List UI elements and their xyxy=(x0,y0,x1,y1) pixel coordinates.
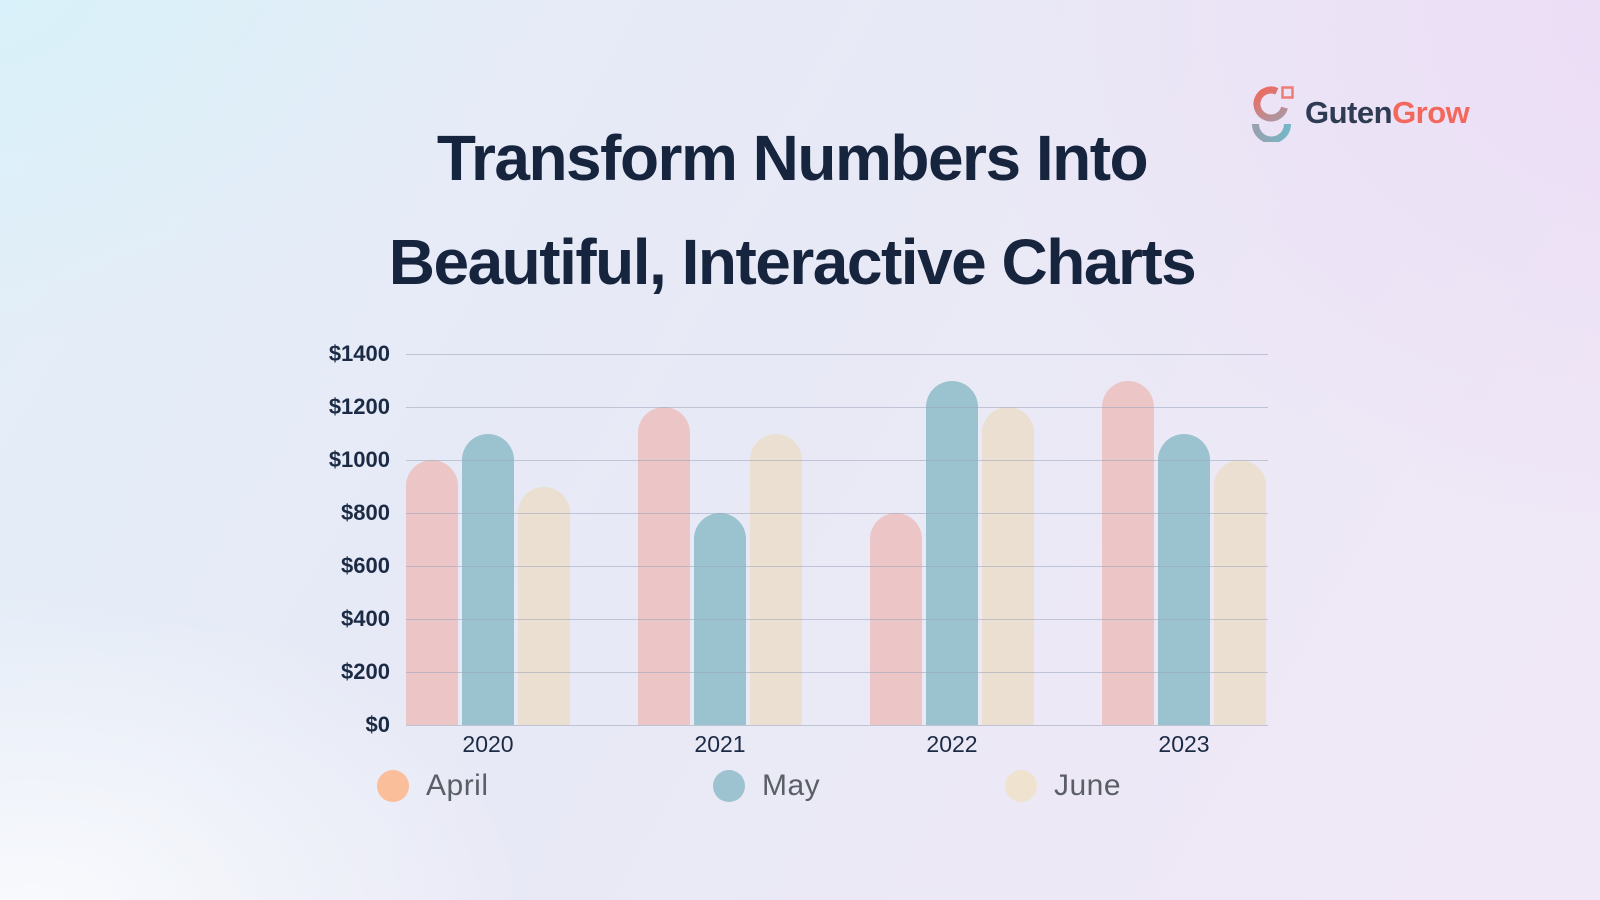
page-title-line-1: Transform Numbers Into xyxy=(436,122,1149,194)
bar-2021-april[interactable] xyxy=(638,407,690,725)
x-axis-label-2023: 2023 xyxy=(1158,731,1210,757)
legend-swatch-june xyxy=(1005,770,1037,802)
bar-2020-may[interactable] xyxy=(462,433,514,725)
legend-swatch-april xyxy=(377,770,409,802)
legend-label-april: April xyxy=(426,769,489,802)
brand-logo-icon xyxy=(1252,86,1294,142)
y-axis-tick-label: $600 xyxy=(341,553,390,578)
y-axis-tick-label: $400 xyxy=(341,606,390,631)
bar-2023-april[interactable] xyxy=(1102,380,1154,725)
bar-2021-may[interactable] xyxy=(694,513,746,725)
bar-2022-june[interactable] xyxy=(982,407,1034,725)
chart-legend: April May June xyxy=(0,769,1600,807)
x-axis-label-2020: 2020 xyxy=(462,731,514,757)
legend-label-may: May xyxy=(762,769,821,802)
y-axis-tick-label: $1200 xyxy=(328,394,390,419)
legend-item-june[interactable]: June xyxy=(1005,769,1121,803)
y-axis-tick-label: $1400 xyxy=(328,341,390,366)
gridline xyxy=(406,725,1268,726)
legend-item-april[interactable]: April xyxy=(377,769,489,803)
bar-2020-april[interactable] xyxy=(406,460,458,725)
plot-area xyxy=(406,354,1268,726)
x-axis-label-2022: 2022 xyxy=(926,731,978,757)
brand-logo-text: GutenGrow xyxy=(1305,95,1470,131)
bar-2023-may[interactable] xyxy=(1158,433,1210,725)
brand-logo: GutenGrow xyxy=(1252,84,1470,142)
bar-2022-april[interactable] xyxy=(870,513,922,725)
bar-2021-june[interactable] xyxy=(750,433,802,725)
brand-name-primary: Guten xyxy=(1305,95,1393,130)
legend-item-may[interactable]: May xyxy=(713,769,820,803)
gridline xyxy=(406,354,1268,355)
y-axis-tick-label: $800 xyxy=(341,500,390,525)
y-axis-tick-label: $200 xyxy=(341,659,390,684)
y-axis-tick-label: $1000 xyxy=(328,447,390,472)
page-title: Transform Numbers Into Beautiful, Intera… xyxy=(0,106,1584,314)
page-title-line-2: Beautiful, Interactive Charts xyxy=(388,226,1197,298)
brand-name-secondary: Grow xyxy=(1392,95,1470,130)
y-axis-tick-label: $0 xyxy=(365,712,390,737)
bar-2020-june[interactable] xyxy=(518,486,570,725)
legend-label-june: June xyxy=(1054,769,1122,802)
x-axis-label-2021: 2021 xyxy=(694,731,746,757)
legend-swatch-may xyxy=(713,770,745,802)
bar-2023-june[interactable] xyxy=(1214,460,1266,725)
bar-2022-may[interactable] xyxy=(926,380,978,725)
